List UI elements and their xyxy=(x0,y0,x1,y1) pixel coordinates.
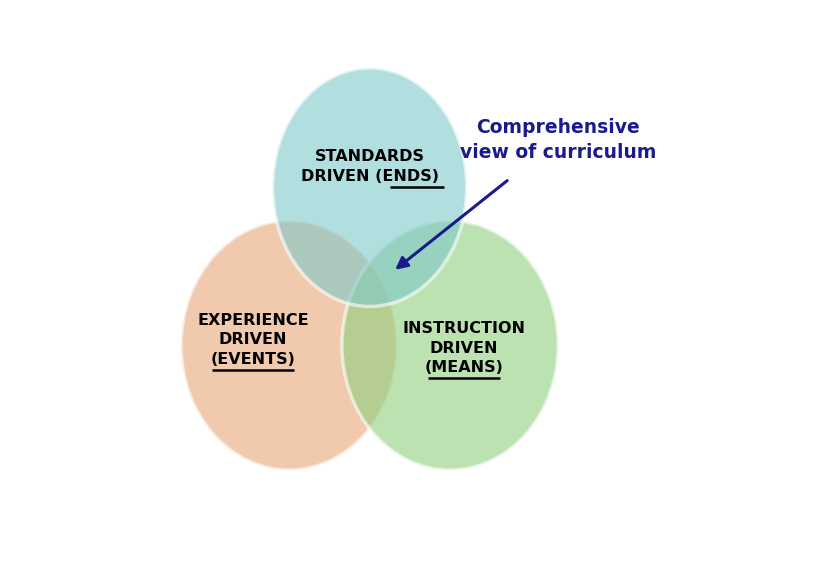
Text: STANDARDS: STANDARDS xyxy=(314,149,424,164)
Text: (EVENTS): (EVENTS) xyxy=(210,352,295,367)
Text: DRIVEN (ENDS): DRIVEN (ENDS) xyxy=(300,168,438,184)
Ellipse shape xyxy=(272,68,466,306)
Text: DRIVEN: DRIVEN xyxy=(429,341,498,356)
Text: DRIVEN: DRIVEN xyxy=(218,332,287,347)
Text: EXPERIENCE: EXPERIENCE xyxy=(197,313,308,328)
Ellipse shape xyxy=(181,221,397,470)
Ellipse shape xyxy=(342,221,557,470)
Text: Comprehensive
view of curriculum: Comprehensive view of curriculum xyxy=(460,118,656,162)
Text: INSTRUCTION: INSTRUCTION xyxy=(402,321,525,336)
Text: (MEANS): (MEANS) xyxy=(424,360,503,375)
